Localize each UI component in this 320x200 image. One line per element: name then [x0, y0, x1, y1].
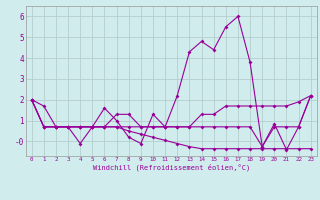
- X-axis label: Windchill (Refroidissement éolien,°C): Windchill (Refroidissement éolien,°C): [92, 164, 250, 171]
